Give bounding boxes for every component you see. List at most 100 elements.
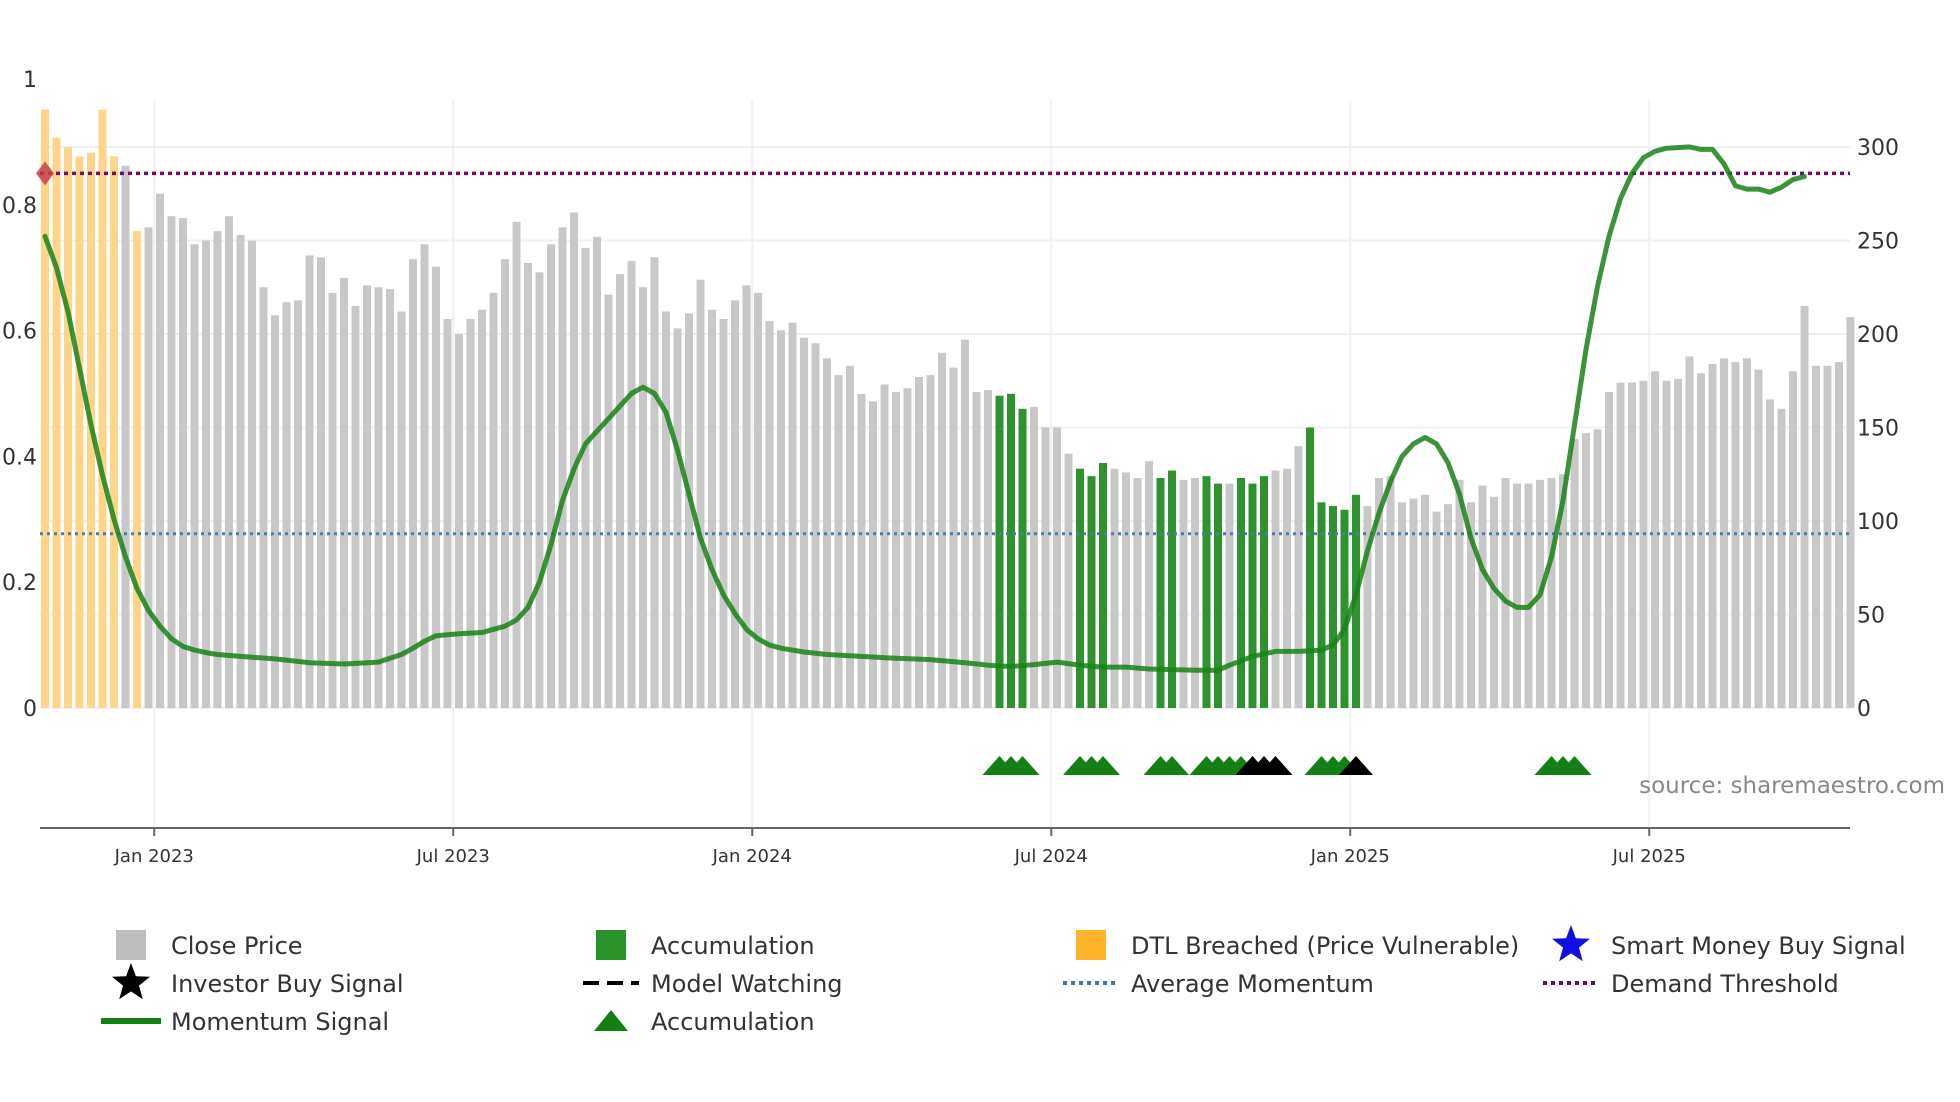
bar-grey-57 — [696, 279, 705, 708]
bar-grey-103 — [1225, 483, 1234, 708]
bar-grey-71 — [857, 393, 866, 708]
bar-grey-38 — [478, 309, 486, 708]
x-tick-label: Jul 2024 — [1014, 846, 1088, 867]
y-right-tick-label: 200 — [1857, 323, 1899, 348]
legend-label: Model Watching — [651, 970, 843, 998]
price-bars — [41, 109, 1855, 709]
y-right-tick-label: 0 — [1857, 697, 1871, 722]
bar-acc-97 — [1156, 477, 1165, 708]
bar-grey-76 — [915, 377, 923, 708]
bar-grey-40 — [501, 259, 509, 708]
bar-grey-25 — [328, 292, 337, 708]
bar-grey-82 — [984, 390, 992, 708]
bar-grey-32 — [409, 259, 417, 708]
bar-grey-123 — [1455, 479, 1464, 708]
bar-grey-56 — [685, 313, 693, 708]
bar-grey-127 — [1501, 477, 1510, 708]
legend: Close Price Accumulation DTL Breached (Pri… — [101, 925, 1906, 1036]
accumulation-marker-85 — [1005, 756, 1040, 775]
bar-grey-10 — [156, 193, 164, 708]
bar-grey-21 — [282, 302, 291, 708]
bar-grey-136 — [1605, 391, 1613, 708]
bar-grey-39 — [489, 292, 498, 708]
bar-grey-81 — [972, 391, 981, 708]
momentum-lines — [36, 144, 1807, 673]
bar-grey-33 — [420, 244, 429, 709]
bar-acc-111 — [1317, 502, 1326, 708]
y-right-tick-label: 100 — [1857, 510, 1899, 535]
x-tick-label: Jul 2023 — [416, 846, 490, 867]
bar-grey-139 — [1639, 380, 1648, 708]
bar-grey-121 — [1432, 511, 1441, 708]
bar-grey-30 — [386, 289, 394, 708]
bar-acc-84 — [1007, 393, 1015, 708]
bar-grey-26 — [340, 277, 348, 708]
bar-grey-80 — [961, 339, 969, 708]
bar-grey-59 — [719, 319, 728, 708]
bar-grey-148 — [1743, 358, 1751, 708]
bar-grey-63 — [765, 320, 774, 708]
accumulation-marker-92 — [1086, 756, 1120, 775]
bar-grey-55 — [673, 328, 682, 708]
bar-grey-20 — [271, 315, 279, 708]
momentum-signal-line — [42, 144, 1807, 673]
y-left-tick-label: 0.8 — [2, 194, 37, 219]
bar-grey-132 — [1559, 474, 1567, 708]
bar-grey-17 — [236, 234, 245, 708]
bar-grey-14 — [202, 240, 210, 708]
bar-grey-23 — [305, 255, 314, 708]
bar-grey-115 — [1363, 506, 1372, 708]
bar-grey-120 — [1421, 494, 1429, 708]
bar-grey-108 — [1283, 468, 1291, 708]
bar-grey-77 — [926, 375, 935, 708]
bar-grey-133 — [1570, 438, 1579, 708]
bar-grey-58 — [708, 309, 716, 708]
legend-item: Average Momentum — [1063, 970, 1374, 998]
legend-label: Accumulation — [651, 932, 815, 960]
bar-grey-89 — [1064, 453, 1073, 708]
legend-square-swatch — [1076, 930, 1106, 960]
bar-dtl-0 — [41, 109, 49, 709]
y-left-tick-label: 0.2 — [2, 571, 37, 596]
x-tick-label: Jan 2024 — [712, 846, 792, 867]
legend-square-swatch — [596, 930, 626, 960]
legend-label: Smart Money Buy Signal — [1611, 932, 1906, 960]
bar-grey-94 — [1122, 472, 1130, 708]
accumulation-marker-98 — [1155, 756, 1189, 775]
legend-item: Momentum Signal — [101, 1008, 389, 1036]
bar-acc-91 — [1087, 476, 1096, 708]
legend-item: Smart Money Buy Signal — [1552, 925, 1906, 962]
bar-grey-49 — [604, 294, 613, 708]
bar-grey-15 — [213, 231, 222, 708]
legend-label: Demand Threshold — [1611, 970, 1839, 998]
bar-grey-87 — [1041, 427, 1050, 708]
legend-item: Model Watching — [583, 970, 843, 998]
bar-dtl-8 — [133, 231, 141, 708]
bar-grey-48 — [593, 236, 601, 708]
bar-grey-96 — [1145, 461, 1153, 708]
x-tick-label: Jan 2023 — [114, 846, 194, 867]
bar-grey-151 — [1777, 408, 1786, 708]
bar-grey-13 — [190, 244, 199, 709]
y-right-tick-label: 250 — [1857, 230, 1899, 255]
bar-grey-47 — [581, 247, 590, 709]
bar-grey-146 — [1720, 358, 1728, 708]
bar-grey-73 — [880, 384, 889, 708]
bar-grey-138 — [1628, 382, 1636, 708]
bar-acc-98 — [1168, 470, 1176, 708]
bar-grey-128 — [1513, 483, 1521, 708]
bar-grey-18 — [248, 240, 256, 708]
bar-acc-85 — [1018, 408, 1027, 708]
bar-grey-135 — [1593, 429, 1602, 708]
investor-marker-114 — [1339, 756, 1373, 775]
bar-grey-131 — [1547, 477, 1556, 708]
bar-grey-107 — [1271, 470, 1280, 708]
bar-grey-142 — [1674, 378, 1682, 708]
bar-grey-51 — [627, 261, 636, 708]
bar-grey-69 — [834, 375, 843, 708]
bar-grey-22 — [294, 300, 302, 708]
bar-grey-74 — [892, 391, 900, 708]
source-label: source: sharemaestro.com — [1639, 773, 1945, 799]
bar-grey-75 — [903, 388, 912, 708]
